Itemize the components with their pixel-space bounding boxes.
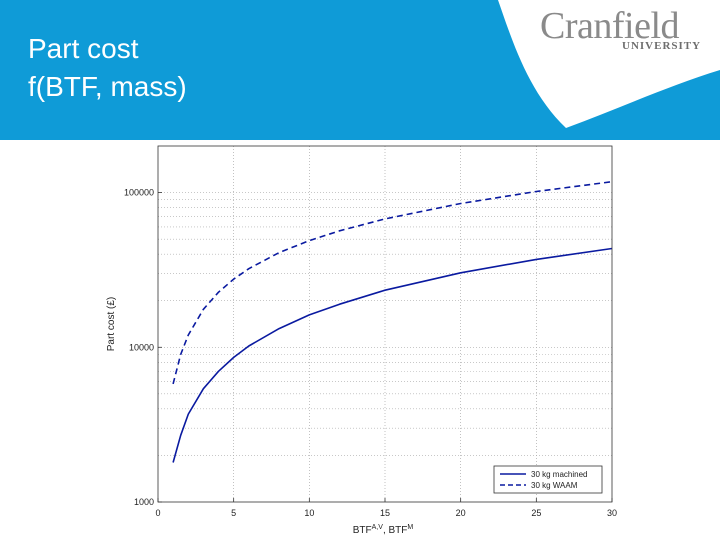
grid-lines (158, 146, 612, 502)
legend-label-machined: 30 kg machined (531, 470, 587, 479)
series-lines (172, 180, 613, 463)
logo-wordmark: Cranfield (540, 5, 680, 47)
legend-label-waam: 30 kg WAAM (531, 481, 578, 490)
y-tick-label: 100000 (124, 188, 154, 198)
logo-subtitle: UNIVERSITY (622, 40, 702, 52)
x-axis-label-sup1: A,V (372, 524, 384, 531)
cranfield-logo: Cranfield UNIVERSITY (540, 6, 710, 56)
slide-title: Part cost f(BTF, mass) (28, 30, 187, 106)
part-cost-chart: 0 5 10 15 20 25 30 1000 10000 100000 Part cost (£… (106, 145, 617, 536)
y-tick-label: 10000 (129, 342, 154, 352)
x-tick-label: 20 (456, 508, 466, 518)
x-axis-label-main: BTF (353, 525, 372, 536)
slide-title-line-1: Part cost (28, 33, 139, 64)
x-tick-label: 0 (155, 508, 160, 518)
series-line-waam (172, 180, 613, 385)
x-tick-label: 25 (531, 508, 541, 518)
slide-title-line-2: f(BTF, mass) (28, 71, 187, 102)
x-axis-label-sup2: M (407, 524, 413, 531)
x-tick-label: 10 (304, 508, 314, 518)
plot-frame (157, 145, 613, 503)
header-band: Part cost f(BTF, mass) (0, 0, 720, 140)
x-tick-label: 15 (380, 508, 390, 518)
legend-box (493, 465, 603, 494)
y-tick-label: 1000 (134, 497, 154, 507)
x-axis-label-sep: , BTF (383, 525, 407, 536)
header-background (0, 0, 720, 140)
legend: 30 kg machined 30 kg WAAM (493, 465, 603, 494)
y-axis-label: Part cost (£) (106, 297, 117, 351)
x-axis-label: BTFA,V, BTFM (353, 524, 414, 536)
series-line-machined (172, 247, 613, 463)
x-tick-label: 30 (607, 508, 617, 518)
x-tick-label: 5 (231, 508, 236, 518)
